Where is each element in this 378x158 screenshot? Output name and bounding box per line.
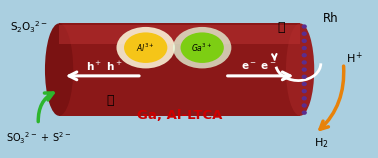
Ellipse shape	[302, 46, 307, 50]
Ellipse shape	[302, 82, 307, 86]
Text: $Al^{3+}$: $Al^{3+}$	[136, 42, 155, 54]
Text: 💪: 💪	[106, 94, 114, 107]
Text: e$^-$ e$^-$: e$^-$ e$^-$	[241, 61, 277, 72]
Bar	[59, 23, 300, 116]
Ellipse shape	[302, 53, 307, 58]
Text: h$^+$ h$^+$: h$^+$ h$^+$	[86, 60, 122, 73]
Ellipse shape	[124, 32, 167, 63]
Ellipse shape	[173, 27, 231, 68]
Ellipse shape	[302, 110, 307, 115]
Ellipse shape	[116, 27, 175, 68]
Text: 💪: 💪	[277, 21, 285, 34]
Ellipse shape	[181, 32, 224, 63]
Ellipse shape	[45, 23, 73, 116]
Ellipse shape	[302, 96, 307, 100]
Ellipse shape	[302, 60, 307, 65]
Text: H$^+$: H$^+$	[346, 51, 364, 66]
Ellipse shape	[302, 75, 307, 79]
Bar	[59, 25, 300, 44]
Text: Rh: Rh	[323, 12, 338, 25]
Ellipse shape	[302, 103, 307, 108]
Ellipse shape	[302, 89, 307, 93]
Text: $Ga^{3+}$: $Ga^{3+}$	[192, 42, 213, 54]
Ellipse shape	[302, 39, 307, 43]
Ellipse shape	[302, 24, 307, 29]
Text: SO$_3$$^{2-}$ + S$^{2-}$: SO$_3$$^{2-}$ + S$^{2-}$	[6, 131, 71, 146]
Text: S$_2$O$_3$$^{2-}$: S$_2$O$_3$$^{2-}$	[10, 20, 48, 35]
Ellipse shape	[286, 23, 314, 116]
Ellipse shape	[302, 31, 307, 36]
Text: Ga, Al-LTCA: Ga, Al-LTCA	[137, 109, 222, 122]
Ellipse shape	[302, 67, 307, 72]
Text: H$_2$: H$_2$	[314, 136, 328, 150]
